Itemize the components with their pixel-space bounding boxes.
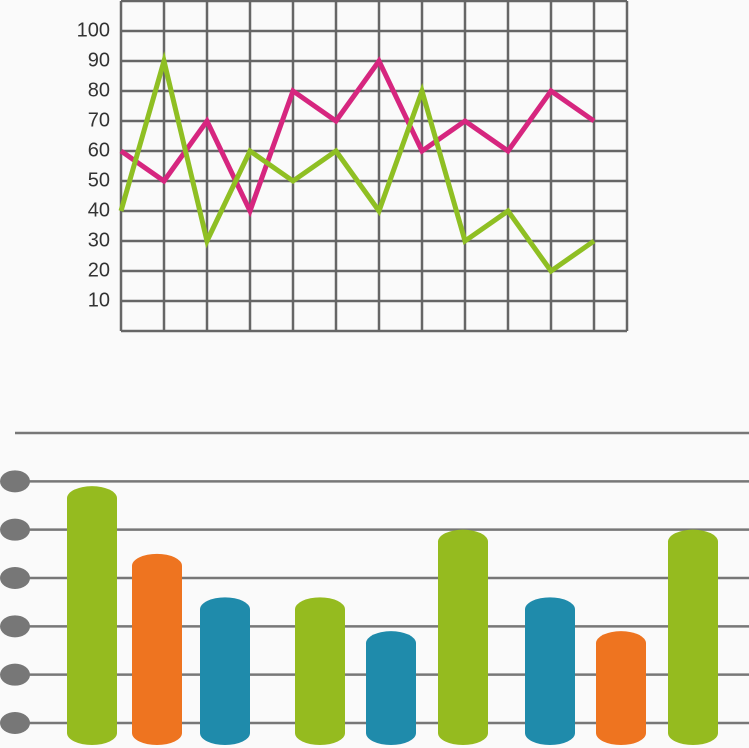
y-tick-label: 50 — [88, 169, 110, 191]
y-tick-label: 60 — [88, 139, 110, 161]
tick-marker — [0, 470, 30, 493]
y-tick-label: 80 — [88, 79, 110, 101]
bar — [366, 631, 416, 745]
line-series — [118, 51, 596, 275]
y-tick-label: 100 — [77, 19, 110, 41]
bar — [668, 529, 718, 745]
tick-marker — [0, 518, 30, 541]
bar — [295, 597, 345, 745]
y-tick-label: 10 — [88, 289, 110, 311]
tick-marker — [0, 663, 30, 686]
y-tick-label: 90 — [88, 49, 110, 71]
tick-marker — [0, 712, 30, 734]
y-tick-label: 30 — [88, 229, 110, 251]
line-series — [119, 56, 596, 218]
y-tick-label: 40 — [88, 199, 110, 221]
bar — [596, 631, 646, 745]
tick-marker — [0, 567, 30, 589]
y-tick-label: 20 — [88, 259, 110, 281]
bar — [200, 597, 250, 745]
bar — [67, 486, 117, 745]
bar — [525, 597, 575, 745]
bar — [132, 553, 182, 745]
y-tick-label: 70 — [88, 109, 110, 131]
bar — [438, 529, 488, 745]
tick-marker — [0, 615, 30, 638]
